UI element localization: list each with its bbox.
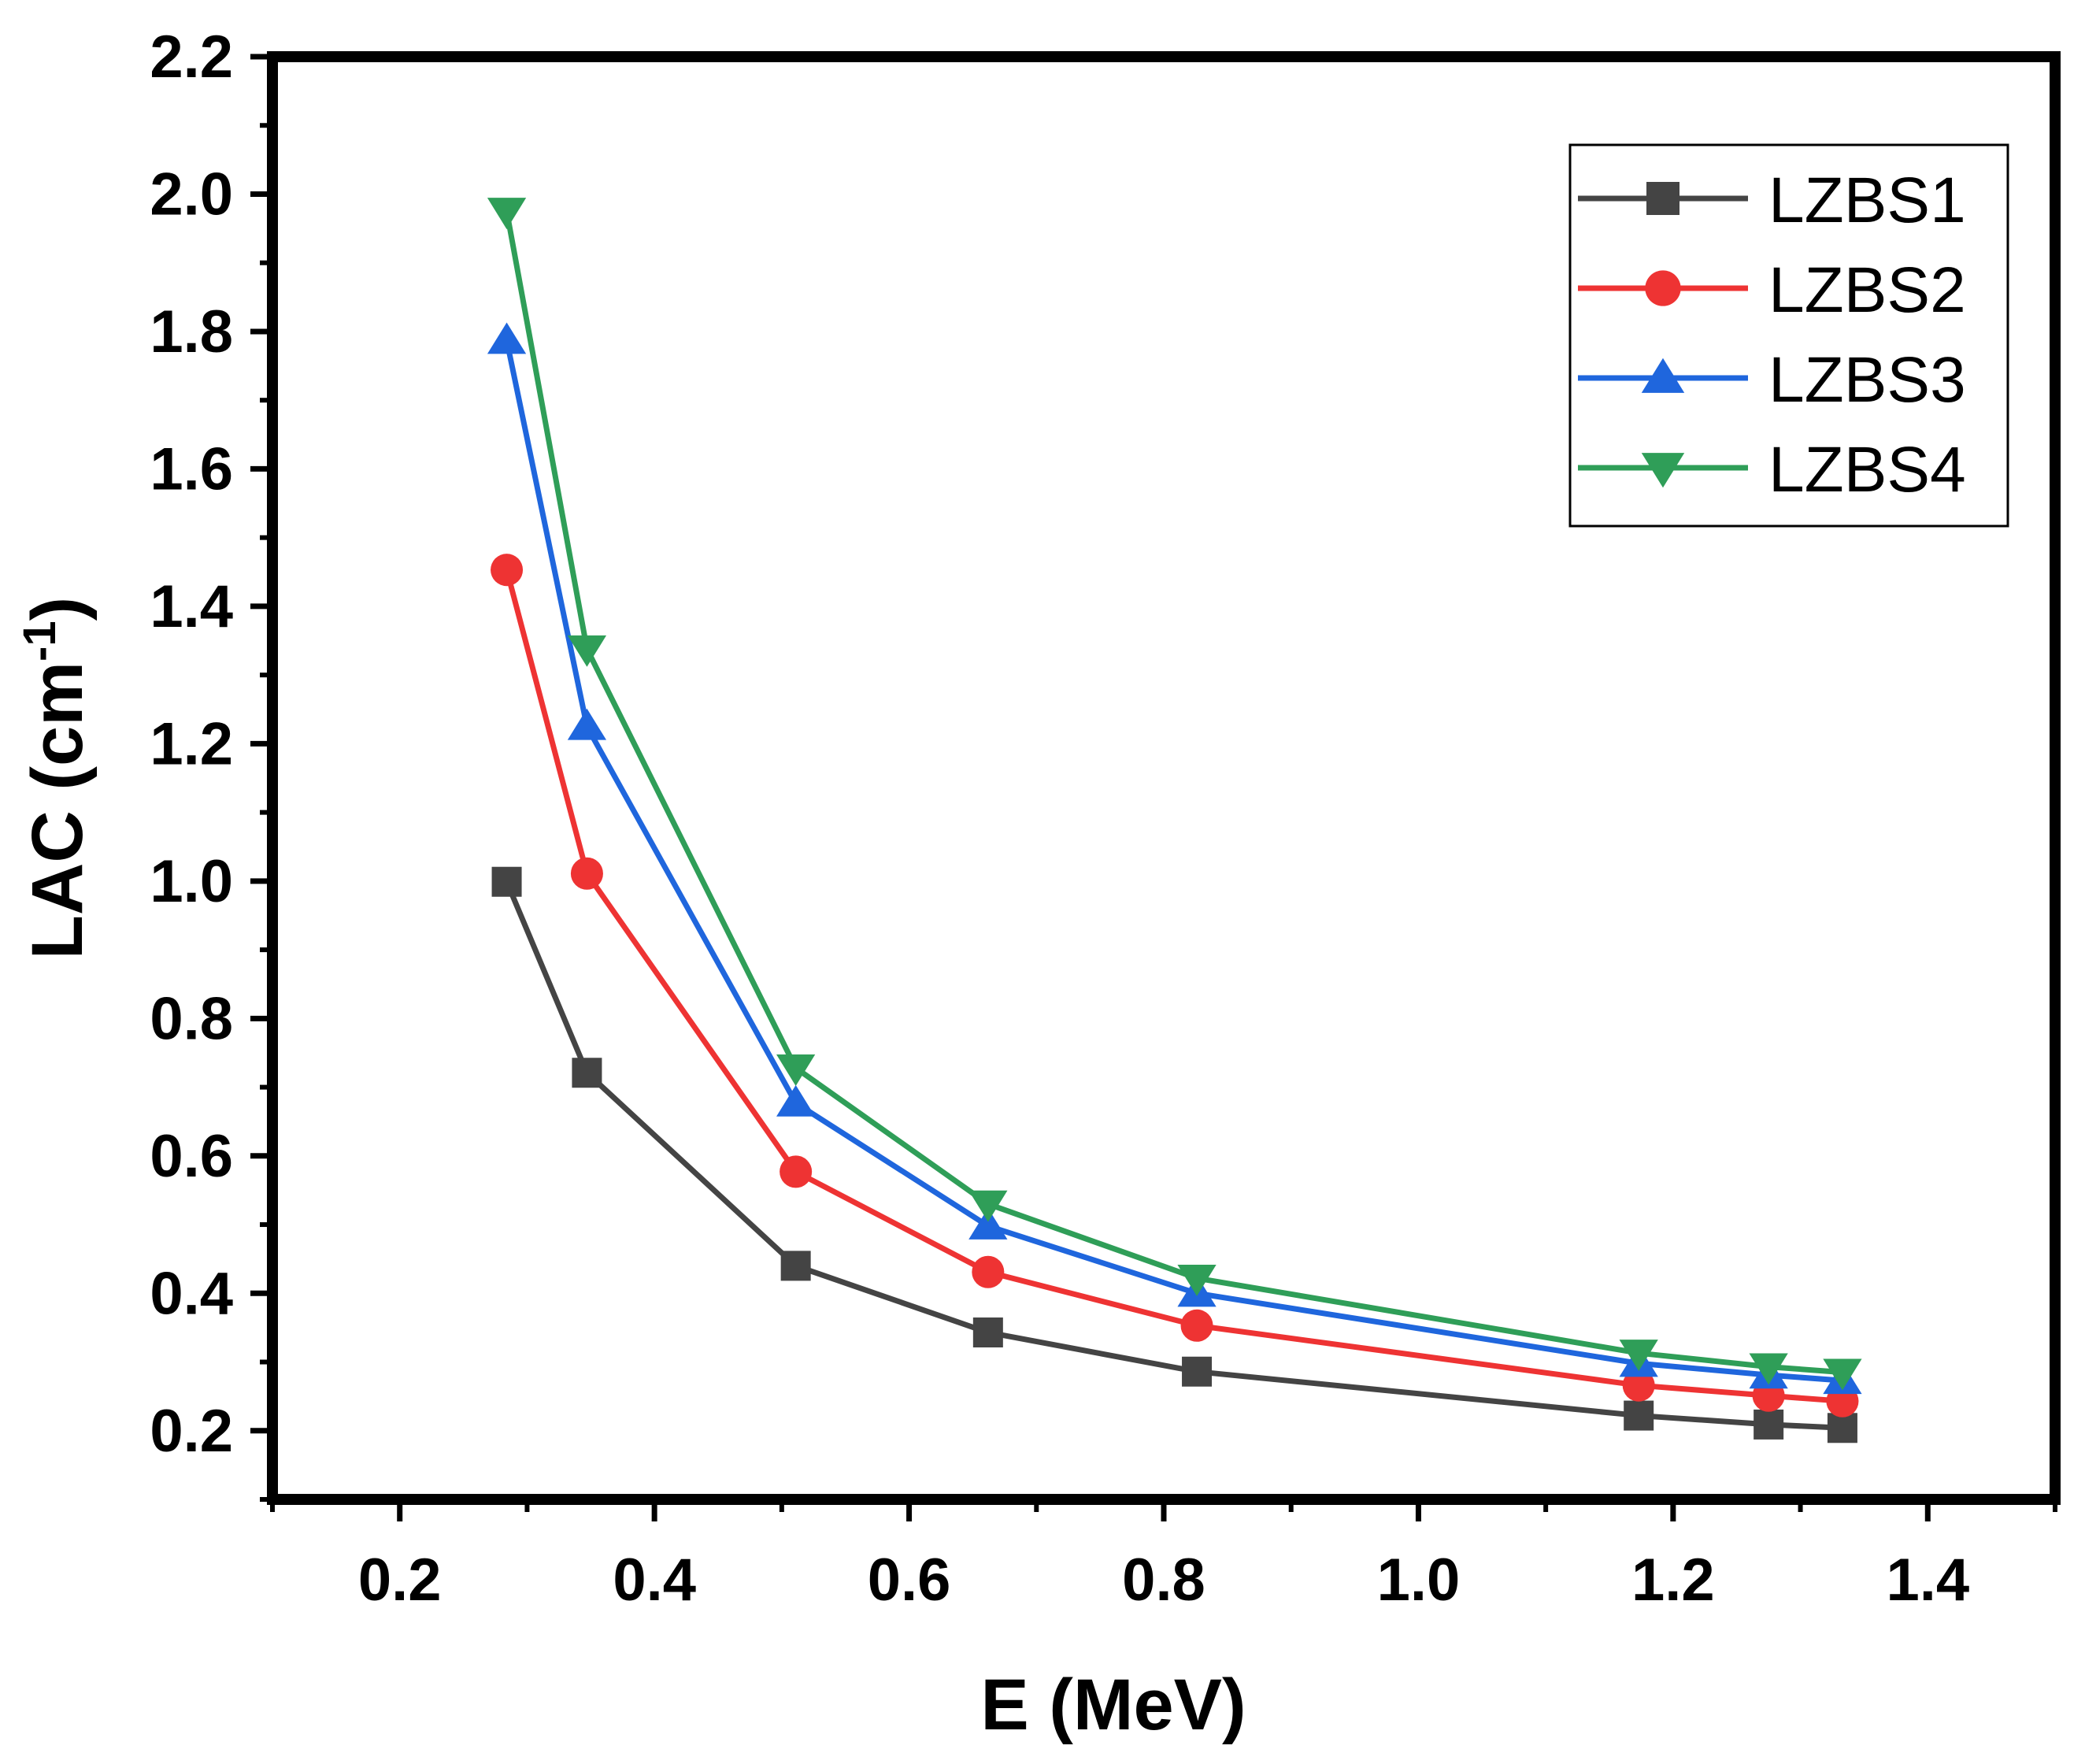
series-layer: [487, 198, 1862, 1443]
x-tick-label: 1.0: [1377, 1547, 1461, 1614]
series-lzbs4: [487, 198, 1862, 1391]
data-point: [1827, 1413, 1857, 1443]
ticks-layer: 0.2 0.4 0.6 0.8 1.0 1.2 1.4 1.6 1.8 2.0 2.2 0.2 0.4 0…: [150, 24, 2057, 1614]
data-point: [972, 1255, 1005, 1288]
data-point: [1622, 1369, 1655, 1402]
legend-entry: LZBS1: [1578, 165, 1966, 236]
y-tick-label: 1.8: [150, 298, 233, 365]
legend-label: LZBS4: [1768, 434, 1966, 506]
legend-box: [1568, 143, 2009, 528]
data-point: [1619, 1340, 1658, 1371]
y-axis-label: LAC (cm-1): [14, 597, 98, 959]
data-point: [1177, 1264, 1217, 1296]
legend-marker: [1645, 270, 1681, 306]
legend-entry: LZBS2: [1578, 254, 1966, 326]
x-axis-label: E (MeV): [980, 1665, 1246, 1745]
y-tick-label: 0.8: [150, 985, 233, 1052]
legend-label: LZBS2: [1768, 254, 1966, 326]
plot-frame: [267, 51, 2061, 1505]
legend-marker: [1641, 453, 1685, 488]
y-axis-label-main: LAC (cm: [17, 662, 98, 959]
data-point: [1749, 1353, 1788, 1385]
data-point: [487, 198, 527, 230]
x-tick-label: 1.4: [1886, 1547, 1969, 1614]
data-point: [1624, 1400, 1654, 1431]
data-point: [1823, 1358, 1862, 1391]
legend-label: LZBS1: [1768, 165, 1966, 236]
data-point: [968, 1207, 1008, 1240]
data-point: [570, 857, 603, 890]
data-point: [780, 1251, 811, 1281]
data-point: [491, 554, 524, 587]
y-tick-label: 1.2: [150, 710, 233, 777]
legend-label: LZBS3: [1768, 344, 1966, 416]
legend-marker: [1641, 358, 1685, 393]
data-point: [776, 1084, 816, 1117]
data-point: [968, 1190, 1008, 1222]
data-point: [1182, 1356, 1213, 1387]
y-tick-label: 0.4: [150, 1260, 233, 1327]
data-point: [567, 708, 607, 740]
data-point: [780, 1155, 813, 1188]
data-point: [572, 1058, 602, 1088]
y-tick-label: 1.4: [150, 573, 233, 640]
data-point: [1180, 1309, 1213, 1342]
series-line: [504, 339, 1843, 1384]
data-point: [487, 322, 527, 354]
legend-entry: LZBS4: [1578, 434, 1966, 506]
series-line: [504, 569, 1843, 1404]
legend-entry: LZBS3: [1578, 344, 1966, 416]
data-point: [567, 635, 607, 667]
x-tick-label: 0.2: [358, 1547, 442, 1614]
y-axis-label-sup: -1: [14, 621, 65, 662]
data-point: [491, 866, 522, 897]
legend: LZBS1 LZBS2 LZBS3 LZBS4: [1568, 143, 2009, 528]
y-tick-label: 1.0: [150, 848, 233, 915]
legend-marker: [1646, 182, 1679, 215]
y-tick-label: 0.2: [150, 1398, 233, 1465]
x-tick-label: 0.6: [868, 1547, 951, 1614]
y-tick-label: 0.6: [150, 1123, 233, 1190]
data-point: [776, 1054, 816, 1086]
data-point: [1754, 1409, 1784, 1440]
x-tick-label: 0.4: [613, 1547, 696, 1614]
y-tick-label: 2.2: [150, 24, 233, 91]
y-tick-label: 1.6: [150, 435, 233, 502]
series-line: [504, 210, 1843, 1376]
series-line: [504, 880, 1843, 1431]
y-tick-label: 2.0: [150, 161, 233, 228]
x-tick-label: 0.8: [1122, 1547, 1205, 1614]
series-lzbs1: [491, 866, 1857, 1443]
x-tick-label: 1.2: [1631, 1547, 1715, 1614]
data-point: [972, 1317, 1003, 1348]
y-axis-label-close: ): [17, 597, 98, 621]
